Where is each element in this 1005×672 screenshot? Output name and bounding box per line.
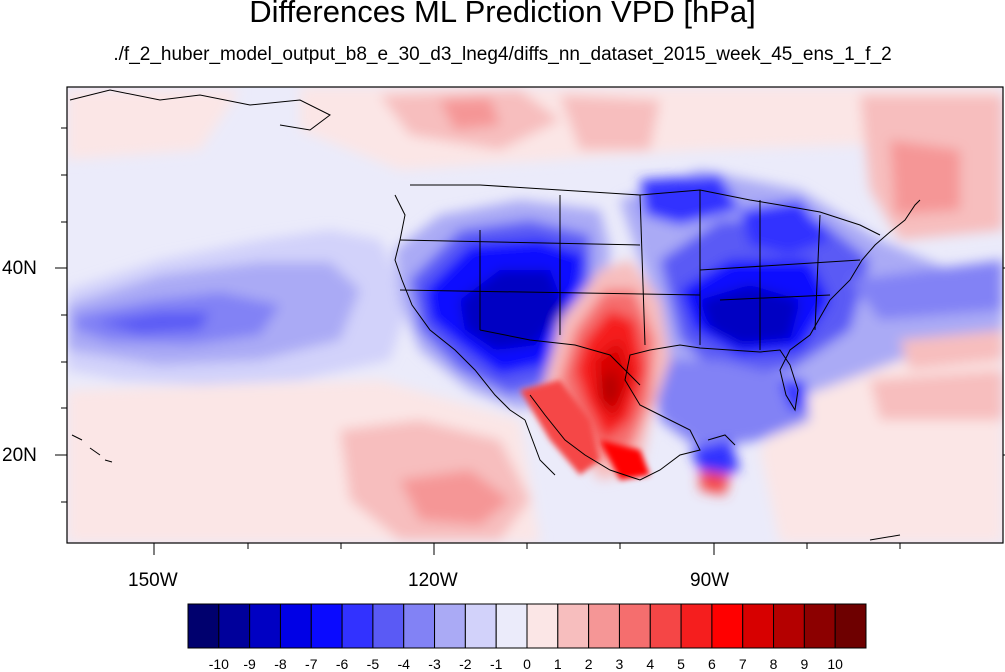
- colorbar-tick-label: 10: [827, 656, 843, 672]
- colorbar-tick-label: 0: [523, 656, 531, 672]
- colorbar-swatch: [187, 603, 220, 649]
- colorbar-tick-label: -5: [366, 656, 380, 672]
- colorbar-tick-label: 5: [677, 656, 685, 672]
- colorbar-tick-label: 2: [584, 656, 593, 672]
- lat-label-40n: 40N: [2, 258, 37, 279]
- colorbar-swatch: [464, 603, 497, 649]
- colorbar-swatch: [557, 603, 590, 649]
- vpd-difference-field: [67, 87, 1003, 543]
- lon-label-90w: 90W: [690, 570, 730, 591]
- colorbar-swatch: [279, 603, 312, 649]
- colorbar-tick-label: -1: [489, 656, 503, 672]
- lon-label-150w: 150W: [128, 570, 178, 591]
- lat-label-20n: 20N: [2, 445, 37, 466]
- colorbar-swatch: [372, 603, 405, 649]
- colorbar-tick-label: 9: [800, 656, 809, 672]
- colorbar-swatch: [834, 603, 867, 649]
- colorbar-swatch: [803, 603, 836, 649]
- colorbar-swatch: [773, 603, 805, 649]
- colorbar-tick-label: -10: [208, 656, 229, 672]
- colorbar-tick-label: 6: [708, 656, 716, 672]
- chart-title: Differences ML Prediction VPD [hPa]: [249, 0, 756, 29]
- colorbar-tick-label: -9: [243, 656, 256, 672]
- colorbar-swatch: [403, 603, 436, 649]
- axis-ticks: [55, 127, 1005, 555]
- colorbar-swatch: [680, 603, 713, 649]
- colorbar-tick-label: -6: [335, 656, 349, 672]
- colorbar-tick-label: -3: [428, 656, 441, 672]
- colorbar: [187, 603, 867, 649]
- chart-subtitle: ./f_2_huber_model_output_b8_e_30_d3_lneg…: [113, 44, 892, 65]
- colorbar-swatch: [526, 603, 559, 649]
- colorbar-swatch: [310, 603, 343, 649]
- colorbar-swatch: [649, 603, 682, 649]
- colorbar-tick-label: 8: [769, 656, 778, 672]
- colorbar-swatch: [218, 603, 251, 649]
- colorbar-tick-label: 1: [553, 656, 562, 672]
- colorbar-tick-label: -8: [274, 656, 287, 672]
- colorbar-tick-label: 7: [738, 656, 747, 672]
- colorbar-swatch: [434, 603, 466, 649]
- coastlines: [69, 89, 921, 541]
- colorbar-swatch: [588, 603, 620, 649]
- colorbar-swatch: [341, 603, 374, 649]
- colorbar-swatch: [711, 603, 744, 649]
- colorbar-swatch: [495, 603, 528, 649]
- colorbar-swatch: [742, 603, 775, 649]
- lon-label-120w: 120W: [408, 570, 458, 591]
- colorbar-tick-label: -4: [397, 656, 410, 672]
- colorbar-swatch: [618, 603, 651, 649]
- colorbar-tick-label: -7: [305, 656, 318, 672]
- colorbar-tick-label: -2: [459, 656, 472, 672]
- colorbar-swatch: [249, 603, 281, 649]
- colorbar-tick-label: 4: [646, 656, 655, 672]
- colorbar-tick-label: 3: [615, 656, 624, 672]
